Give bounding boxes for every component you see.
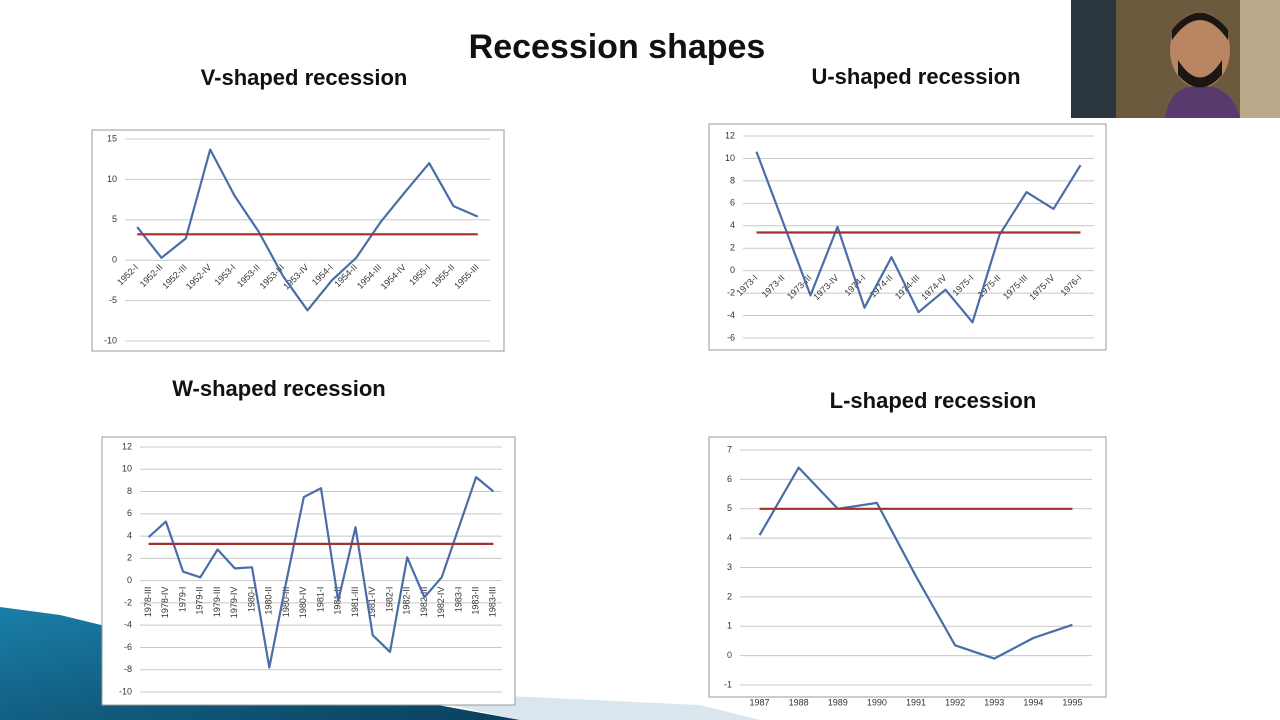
y-tick-label: -8 <box>124 664 132 674</box>
x-tick-label: 1993 <box>984 697 1004 707</box>
x-tick-label: 1988 <box>789 697 809 707</box>
y-tick-label: 12 <box>725 130 735 140</box>
y-tick-label: 1 <box>727 621 732 631</box>
x-tick-label: 1991 <box>906 697 926 707</box>
chart-frame <box>708 123 1107 351</box>
slide-title: Recession shapes <box>469 28 766 66</box>
y-tick-label: 6 <box>127 508 132 518</box>
x-tick-label: 1980-IV <box>298 587 308 619</box>
chart-title: L-shaped recession <box>830 388 1037 413</box>
y-tick-label: -2 <box>124 597 132 607</box>
x-tick-label: 1983-III <box>488 587 498 618</box>
chart: V-shaped recession-10-50510151952-I1952-… <box>91 65 505 352</box>
data-line <box>755 151 1082 324</box>
data-line <box>136 148 479 312</box>
y-tick-label: -6 <box>124 642 132 652</box>
x-tick-label: 1981-I <box>315 587 325 613</box>
y-tick-label: -1 <box>724 679 732 689</box>
x-tick-label: 1992 <box>945 697 965 707</box>
x-tick-label: 1982-III <box>419 587 429 618</box>
y-tick-label: -4 <box>124 620 132 630</box>
y-tick-label: -6 <box>727 332 735 342</box>
x-tick-label: 1987 <box>750 697 770 707</box>
x-tick-label: 1989 <box>828 697 848 707</box>
y-tick-label: 4 <box>127 530 132 540</box>
y-tick-label: 2 <box>127 553 132 563</box>
y-tick-label: 10 <box>122 464 132 474</box>
y-tick-label: 4 <box>727 533 732 543</box>
chart-title: W-shaped recession <box>172 376 386 401</box>
x-tick-label: 1979-IV <box>229 587 239 619</box>
x-tick-label: 1979-II <box>195 587 205 615</box>
y-tick-label: 2 <box>730 243 735 253</box>
y-tick-label: 6 <box>730 198 735 208</box>
x-tick-label: 1980-II <box>264 587 274 615</box>
x-tick-label: 1980-I <box>246 587 256 613</box>
chart-title: V-shaped recession <box>201 65 408 90</box>
chart-frame <box>101 436 516 706</box>
y-tick-label: 5 <box>112 214 117 224</box>
y-tick-label: 3 <box>727 562 732 572</box>
x-tick-label: 1982-I <box>384 587 394 613</box>
y-tick-label: -10 <box>104 335 117 345</box>
chart-frame <box>91 129 505 352</box>
y-tick-label: 12 <box>122 441 132 451</box>
y-tick-label: -5 <box>109 295 117 305</box>
x-tick-label: 1994 <box>1023 697 1043 707</box>
chart: L-shaped recession -1 0 1 2 3 4 5 6 7 1987 1988 1989… <box>708 388 1107 707</box>
y-tick-label: 0 <box>730 265 735 275</box>
x-tick-label: 1980-III <box>281 587 291 618</box>
x-tick-label: 1983-II <box>471 587 481 615</box>
x-tick-label: 1979-III <box>212 587 222 618</box>
y-tick-label: -10 <box>119 686 132 696</box>
y-tick-label: 15 <box>107 133 117 143</box>
x-tick-label: 1981-IV <box>367 587 377 619</box>
x-tick-label: 1982-II <box>402 587 412 615</box>
y-tick-label: 4 <box>730 220 735 230</box>
chart-title: U-shaped recession <box>811 64 1020 89</box>
y-tick-label: 8 <box>127 486 132 496</box>
y-tick-label: -4 <box>727 310 735 320</box>
y-tick-label: 8 <box>730 175 735 185</box>
y-tick-label: 0 <box>112 255 117 265</box>
y-tick-label: 2 <box>727 591 732 601</box>
y-tick-label: 10 <box>725 153 735 163</box>
x-tick-label: 1983-I <box>453 587 463 613</box>
data-line <box>758 466 1073 660</box>
y-tick-label: -2 <box>727 287 735 297</box>
x-tick-label: 1990 <box>867 697 887 707</box>
y-tick-label: 10 <box>107 174 117 184</box>
x-tick-label: 1982-IV <box>436 587 446 619</box>
webcam <box>1071 0 1280 118</box>
x-tick-label: 1995 <box>1062 697 1082 707</box>
x-tick-label: 1978-IV <box>160 587 170 619</box>
y-tick-label: 6 <box>727 474 732 484</box>
chart: W-shaped recession -10 -8 -6 -4 -2 0 2 4 6 8 10 12 19… <box>101 376 516 706</box>
x-tick-label: 1979-I <box>177 587 187 613</box>
x-tick-label: 1981-III <box>350 587 360 618</box>
data-line <box>147 476 495 669</box>
y-tick-label: 7 <box>727 444 732 454</box>
y-tick-label: 0 <box>727 650 732 660</box>
y-tick-label: 5 <box>727 503 732 513</box>
y-tick-label: 0 <box>127 575 132 585</box>
x-tick-label: 1978-III <box>143 587 153 618</box>
